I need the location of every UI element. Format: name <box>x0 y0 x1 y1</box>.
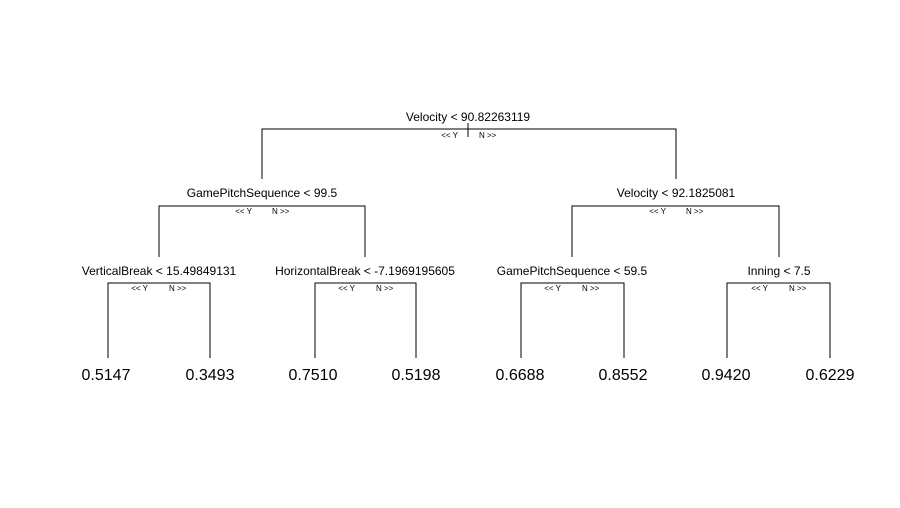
leaf-value-1: 0.5147 <box>82 367 131 384</box>
left-left-yes-label: << Y <box>131 284 148 293</box>
right-left-no-label: N >> <box>582 284 600 293</box>
left-right-yes-label: << Y <box>338 284 355 293</box>
leaf-value-6: 0.8552 <box>599 367 648 384</box>
left-left-no-label: N >> <box>169 284 187 293</box>
right-left-branch <box>520 282 625 358</box>
left-branch <box>158 205 366 257</box>
right-branch <box>571 205 780 257</box>
right-split-label: Velocity < 92.1825081 <box>617 186 736 200</box>
right-right-branch <box>726 282 831 358</box>
root-yes-label: << Y <box>441 131 458 140</box>
right-left-yes-label: << Y <box>544 284 561 293</box>
leaf-value-7: 0.9420 <box>702 367 751 384</box>
root-branch <box>261 128 677 179</box>
left-left-branch <box>107 282 211 358</box>
right-no-label: N >> <box>686 207 704 216</box>
leaf-value-8: 0.6229 <box>806 367 855 384</box>
left-right-no-label: N >> <box>376 284 394 293</box>
root-split-label: Velocity < 90.82263119 <box>406 110 531 124</box>
right-left-split-label: GamePitchSequence < 59.5 <box>497 264 648 278</box>
root-no-label: N >> <box>479 131 497 140</box>
right-right-yes-label: << Y <box>751 284 768 293</box>
left-left-split-label: VerticalBreak < 15.49849131 <box>82 264 237 278</box>
left-no-label: N >> <box>272 207 290 216</box>
right-right-no-label: N >> <box>789 284 807 293</box>
left-right-split-label: HorizontalBreak < -7.1969195605 <box>275 264 455 278</box>
leaf-value-4: 0.5198 <box>392 367 441 384</box>
left-split-label: GamePitchSequence < 99.5 <box>187 186 338 200</box>
leaf-value-2: 0.3493 <box>186 367 235 384</box>
right-yes-label: << Y <box>649 207 666 216</box>
leaf-value-3: 0.7510 <box>289 367 338 384</box>
left-yes-label: << Y <box>235 207 252 216</box>
left-right-branch <box>314 282 417 358</box>
right-right-split-label: Inning < 7.5 <box>747 264 810 278</box>
leaf-value-5: 0.6688 <box>496 367 545 384</box>
